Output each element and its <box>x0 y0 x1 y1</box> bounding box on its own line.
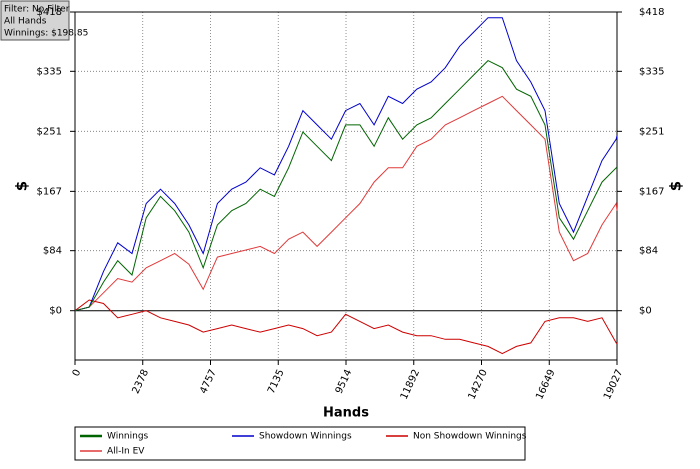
legend-label: Winnings <box>107 432 149 442</box>
y2-tick-label: $0 <box>639 306 652 317</box>
y2-tick-label: $418 <box>639 7 664 18</box>
y-tick-label: $335 <box>37 66 62 77</box>
legend-label: Showdown Winnings <box>259 432 352 442</box>
y2-axis-label: $ <box>667 181 685 191</box>
y2-tick-label: $335 <box>639 66 664 77</box>
y-axis-label: $ <box>13 181 31 191</box>
filter-text: Filter: No Filter <box>4 5 70 15</box>
y-tick-label: $0 <box>49 306 62 317</box>
filter-hands: All Hands <box>4 17 47 27</box>
y2-tick-label: $84 <box>639 246 658 257</box>
series-line <box>74 299 618 355</box>
plot-frame <box>74 11 618 361</box>
y2-tick-label: $251 <box>639 126 664 137</box>
series-line <box>74 17 618 312</box>
x-tick-label: 0 <box>71 368 84 378</box>
filter-box <box>0 0 70 41</box>
filter-winnings: Winnings: $198.85 <box>4 29 88 39</box>
series-line <box>74 95 618 312</box>
legend-label: All-In EV <box>107 447 145 457</box>
y2-tick-label: $167 <box>639 186 664 197</box>
x-axis-label: Hands <box>323 406 369 421</box>
y-tick-label: $251 <box>37 126 62 137</box>
series-line <box>74 59 618 312</box>
y-tick-label: $167 <box>37 186 62 197</box>
legend-label: Non Showdown Winnings <box>413 432 527 442</box>
legend-box <box>74 426 526 461</box>
y-tick-label: $84 <box>43 246 62 257</box>
y-tick-label: $418 <box>37 7 62 18</box>
